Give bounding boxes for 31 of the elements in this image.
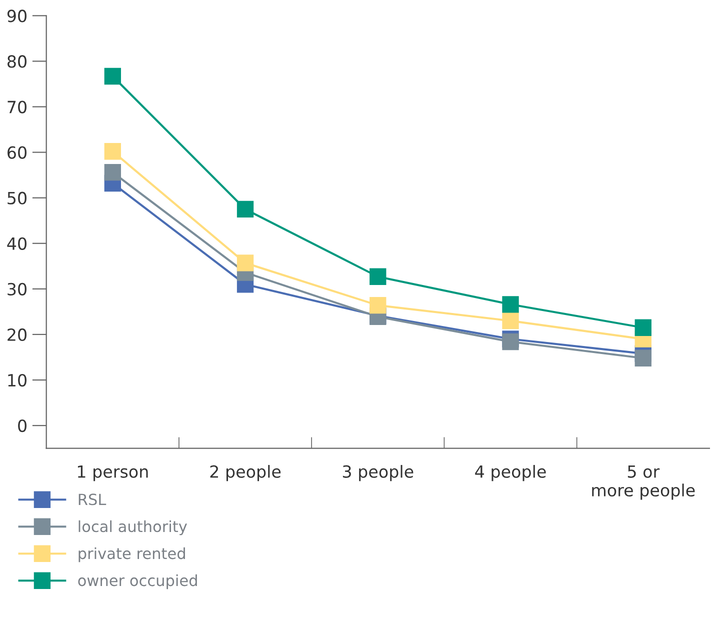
y-tick-label: 20 bbox=[8, 328, 26, 342]
x-tick-label: 2 people bbox=[210, 464, 281, 482]
y-tick-label: 90 bbox=[7, 10, 26, 22]
x-tick-label: 5 or more people bbox=[592, 465, 695, 500]
y-tick-label: 70 bbox=[8, 100, 26, 114]
point bbox=[370, 268, 386, 285]
point bbox=[502, 312, 519, 330]
y-tick-label: 40 bbox=[7, 237, 26, 250]
point bbox=[104, 143, 121, 160]
y-tick-label: 0 bbox=[18, 419, 26, 432]
legend-label: RSL bbox=[78, 494, 106, 506]
point bbox=[634, 350, 652, 366]
x-tick-label: 4 people bbox=[475, 464, 546, 482]
y-tick-label: 30 bbox=[8, 282, 26, 296]
y-tick-label: 10 bbox=[8, 374, 26, 387]
x-tick-label: 3 people bbox=[342, 464, 414, 482]
point bbox=[502, 296, 519, 313]
legend-label: private rented bbox=[78, 547, 185, 562]
point bbox=[104, 164, 121, 181]
y-tick-label: 50 bbox=[8, 192, 26, 204]
legend-label: owner occupied bbox=[78, 574, 197, 590]
y-tick-label: 60 bbox=[8, 146, 26, 159]
point bbox=[236, 254, 254, 272]
point bbox=[634, 319, 652, 336]
legend-label: local authority bbox=[78, 520, 187, 536]
y-tick-label: 80 bbox=[8, 55, 26, 68]
point bbox=[236, 200, 254, 218]
point bbox=[502, 333, 519, 350]
x-tick-label: 1 person bbox=[78, 465, 148, 482]
point bbox=[104, 68, 121, 85]
point bbox=[370, 296, 386, 314]
